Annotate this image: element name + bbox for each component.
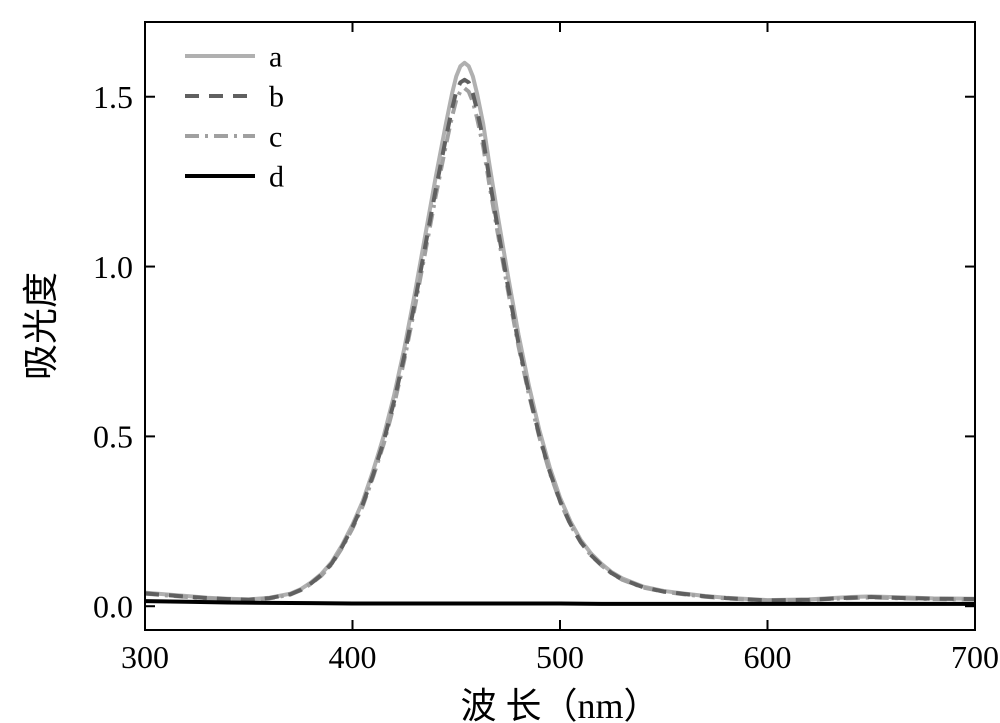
y-tick-label: 0.5 — [93, 419, 133, 455]
legend-label-b: b — [269, 81, 284, 114]
y-axis-label: 吸光度 — [21, 272, 61, 380]
legend-label-c: c — [269, 121, 282, 154]
x-tick-label: 600 — [744, 639, 792, 675]
x-tick-label: 300 — [121, 639, 169, 675]
y-tick-label: 1.0 — [93, 249, 133, 285]
y-tick-label: 1.5 — [93, 79, 133, 115]
x-tick-label: 400 — [329, 639, 377, 675]
legend-label-a: a — [269, 41, 282, 74]
x-tick-label: 500 — [536, 639, 584, 675]
x-axis-label: 波 长（nm） — [460, 686, 659, 723]
x-tick-label: 700 — [951, 639, 999, 675]
legend-label-d: d — [269, 161, 284, 194]
chart-container: 300 400 500 600 700 波 长（nm） 0.0 0.5 1.0 1.5 吸光度 abc… — [0, 0, 1000, 723]
absorbance-spectrum-chart: 300 400 500 600 700 波 长（nm） 0.0 0.5 1.0 1.5 吸光度 abc… — [0, 0, 1000, 723]
y-tick-label: 0.0 — [93, 588, 133, 624]
